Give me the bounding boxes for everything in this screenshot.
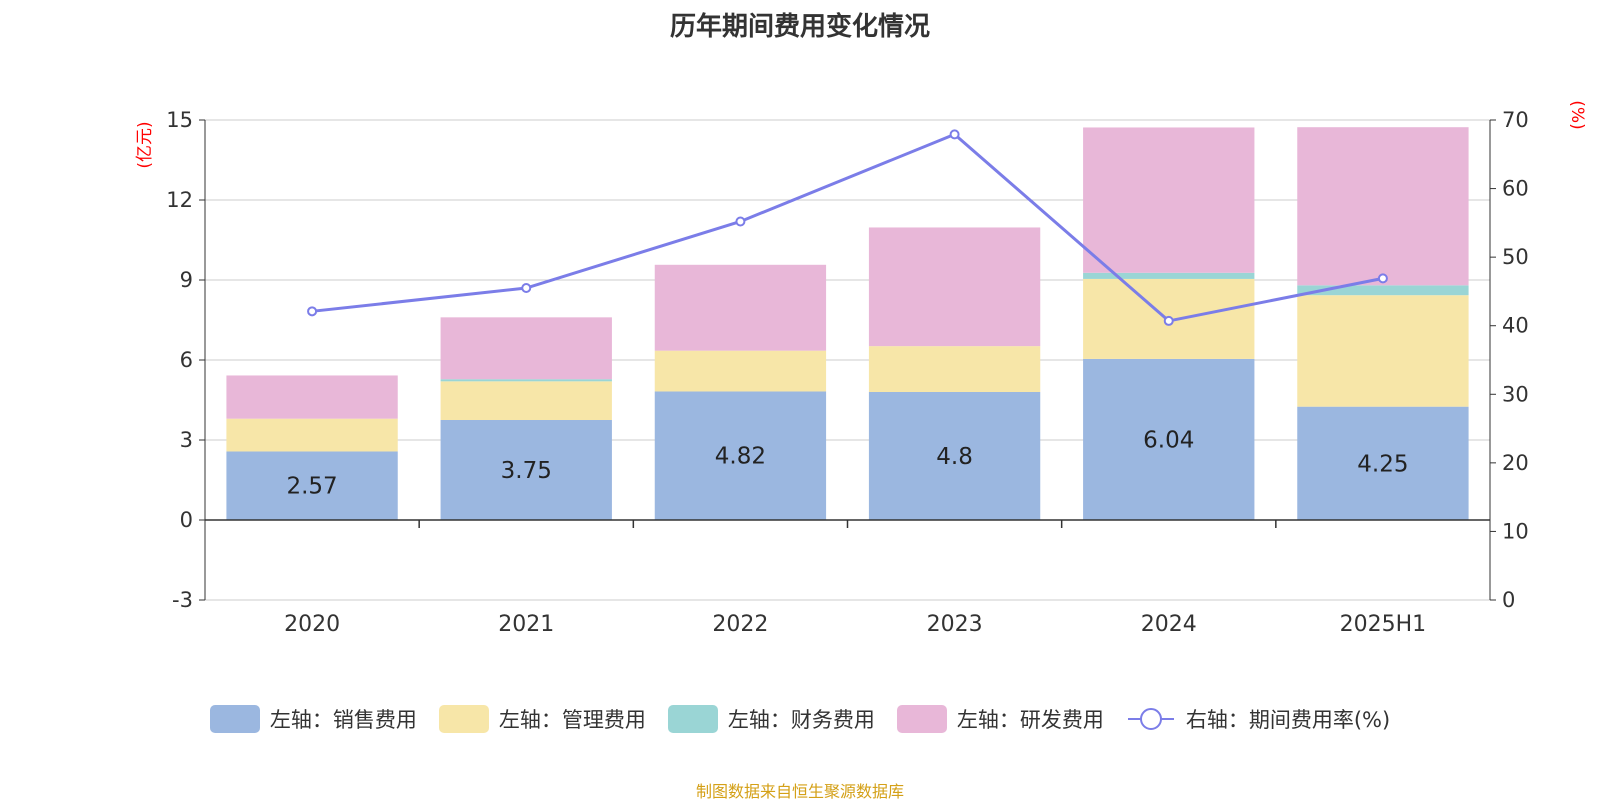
- right-axis-tick-label: 10: [1502, 519, 1529, 543]
- legend-item-sales[interactable]: 左轴：销售费用: [209, 704, 417, 734]
- left-axis-tick-label: 9: [180, 268, 193, 292]
- left-axis-tick-label: -3: [172, 588, 193, 612]
- legend-swatch-sales: [209, 705, 260, 733]
- bar-finance-2025H1: [1297, 285, 1469, 296]
- data-label-sales-2021: 3.75: [501, 458, 552, 484]
- data-label-sales-2022: 4.82: [715, 444, 766, 470]
- right-axis-tick-label: 70: [1502, 108, 1529, 132]
- bar-admin-2022: [654, 350, 827, 392]
- data-label-sales-2020: 2.57: [286, 474, 337, 500]
- left-axis-tick-label: 12: [166, 188, 193, 212]
- expense-rate-point-2023: [949, 129, 960, 140]
- left-axis-tick-label: 6: [180, 348, 193, 372]
- expense-rate-point-2025H1: [1377, 273, 1388, 284]
- bar-finance-2024: [1083, 272, 1255, 279]
- legend: 左轴：销售费用 左轴：管理费用 左轴：财务费用 左轴：研发费用 右轴：期间费用率…: [0, 704, 1600, 734]
- legend-swatch-finance: [667, 705, 718, 733]
- bar-admin-2021: [440, 381, 612, 420]
- legend-item-finance[interactable]: 左轴：财务费用: [667, 704, 875, 734]
- x-axis-tick-label: 2024: [1141, 612, 1197, 637]
- legend-marker: [1139, 708, 1162, 730]
- right-axis-tick-label: 0: [1502, 588, 1515, 612]
- legend-label-expense-rate: 右轴：期间费用率(%): [1185, 708, 1391, 732]
- legend-item-expense-rate[interactable]: 右轴：期间费用率(%): [1126, 704, 1390, 734]
- x-axis-tick-label: 2021: [498, 612, 554, 637]
- expense-rate-point-2024: [1163, 315, 1174, 326]
- legend-label-finance: 左轴：财务费用: [727, 708, 875, 732]
- legend-item-admin[interactable]: 左轴：管理费用: [438, 704, 646, 734]
- bar-rnd-2020: [226, 375, 398, 419]
- chart-title: 历年期间费用变化情况: [669, 12, 930, 42]
- right-axis-tick-label: 40: [1502, 314, 1529, 338]
- x-axis-tick-label: 2020: [284, 612, 340, 637]
- x-axis-tick-label: 2023: [927, 612, 983, 637]
- bar-sales-2024: [1083, 358, 1255, 520]
- left-axis-tick-label: 15: [166, 108, 193, 132]
- bar-rnd-2021: [440, 317, 612, 380]
- bar-sales-2020: [226, 451, 398, 520]
- bar-sales-2022: [654, 391, 827, 520]
- right-axis-tick-label: 30: [1502, 382, 1529, 406]
- bar-admin-2025H1: [1297, 295, 1469, 407]
- bar-sales-2021: [440, 420, 612, 520]
- bar-admin-2023: [868, 346, 1041, 392]
- bar-rnd-2023: [868, 227, 1041, 347]
- bar-sales-2025H1: [1297, 406, 1469, 520]
- legend-label-admin: 左轴：管理费用: [498, 708, 646, 732]
- legend-swatch-rnd: [896, 705, 947, 733]
- right-axis-tick-label: 60: [1502, 177, 1529, 201]
- bar-rnd-2024: [1083, 127, 1255, 273]
- x-axis-tick-label: 2025H1: [1340, 612, 1427, 637]
- right-axis-unit: (%): [1567, 100, 1587, 129]
- source-footer: 制图数据来自恒生聚源数据库: [695, 782, 904, 801]
- data-label-sales-2024: 6.04: [1143, 427, 1194, 453]
- left-axis-tick-label: 0: [180, 508, 193, 532]
- right-axis-tick-label: 20: [1502, 451, 1529, 475]
- x-axis-tick-label: 2022: [712, 612, 768, 637]
- legend-label-rnd: 左轴：研发费用: [956, 708, 1104, 732]
- expense-rate-point-2020: [307, 306, 318, 317]
- expense-rate-point-2022: [735, 216, 746, 227]
- legend-label-sales: 左轴：销售费用: [269, 708, 417, 732]
- data-label-sales-2025H1: 4.25: [1357, 451, 1408, 477]
- bar-rnd-2022: [654, 264, 827, 351]
- bar-admin-2020: [226, 418, 398, 452]
- bar-finance-2021: [440, 379, 612, 382]
- legend-swatch-admin: [438, 705, 489, 733]
- expense-rate-point-2021: [521, 283, 532, 293]
- bar-rnd-2025H1: [1297, 127, 1469, 286]
- expense-rate-line: [311, 132, 1384, 323]
- left-axis-tick-label: 3: [180, 428, 193, 452]
- data-label-sales-2023: 4.8: [936, 444, 973, 470]
- legend-item-rnd[interactable]: 左轴：研发费用: [896, 704, 1104, 734]
- left-axis-unit: (亿元): [135, 121, 155, 168]
- bar-sales-2023: [868, 392, 1041, 520]
- right-axis-tick-label: 50: [1502, 245, 1529, 269]
- legend-swatch-expense-rate: [1127, 708, 1174, 730]
